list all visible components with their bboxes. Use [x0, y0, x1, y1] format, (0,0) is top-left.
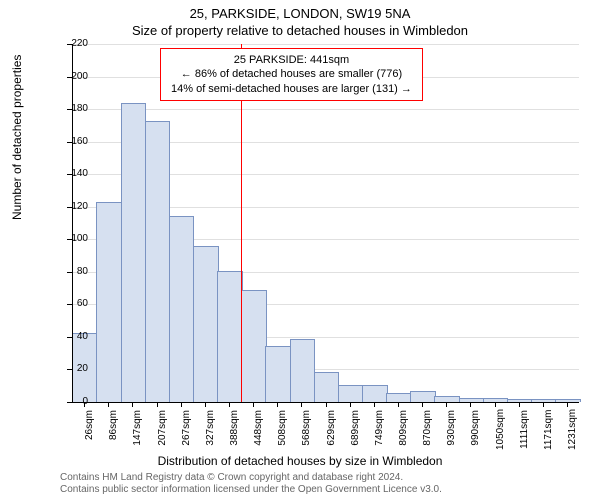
- chart-container: 25, PARKSIDE, LONDON, SW19 5NA Size of p…: [0, 0, 600, 500]
- histogram-bar: [314, 372, 340, 402]
- x-tick-label: 26sqm: [84, 410, 95, 450]
- x-tick-label: 86sqm: [108, 410, 119, 450]
- histogram-bar: [386, 393, 412, 402]
- histogram-bar: [410, 391, 436, 402]
- gridline: [72, 44, 579, 45]
- y-tick-label: 40: [60, 331, 88, 342]
- footer-line1: Contains HM Land Registry data © Crown c…: [60, 472, 442, 484]
- histogram-bar: [169, 216, 195, 403]
- histogram-bar: [217, 271, 243, 402]
- y-tick-label: 100: [60, 233, 88, 244]
- x-tick-label: 749sqm: [374, 410, 385, 450]
- histogram-bar: [290, 339, 316, 402]
- x-axis-line: [72, 402, 579, 403]
- x-tick-label: 629sqm: [326, 410, 337, 450]
- footer-attribution: Contains HM Land Registry data © Crown c…: [60, 472, 442, 496]
- x-tick-label: 1231sqm: [567, 410, 578, 450]
- histogram-bar: [96, 202, 122, 402]
- x-tick-label: 147sqm: [132, 410, 143, 450]
- y-axis-line: [72, 44, 73, 402]
- x-tick-label: 568sqm: [301, 410, 312, 450]
- footer-line2: Contains public sector information licen…: [60, 484, 442, 496]
- x-tick-label: 508sqm: [277, 410, 288, 450]
- y-tick-label: 20: [60, 363, 88, 374]
- x-tick-label: 809sqm: [398, 410, 409, 450]
- x-tick-label: 1111sqm: [519, 410, 530, 450]
- x-tick-label: 267sqm: [181, 410, 192, 450]
- y-tick-label: 200: [60, 71, 88, 82]
- x-axis-label: Distribution of detached houses by size …: [0, 454, 600, 468]
- y-tick-label: 60: [60, 298, 88, 309]
- x-tick-label: 327sqm: [205, 410, 216, 450]
- histogram-bar: [362, 385, 388, 402]
- y-tick-label: 80: [60, 266, 88, 277]
- x-tick-label: 207sqm: [157, 410, 168, 450]
- x-tick-label: 1050sqm: [495, 410, 506, 450]
- histogram-bar: [121, 103, 147, 402]
- page-title-address: 25, PARKSIDE, LONDON, SW19 5NA: [0, 0, 600, 21]
- y-tick-label: 0: [60, 396, 88, 407]
- x-tick-label: 930sqm: [446, 410, 457, 450]
- histogram-bar: [145, 121, 171, 402]
- y-axis-label: Number of detached properties: [10, 55, 24, 220]
- x-tick-label: 448sqm: [253, 410, 264, 450]
- page-title-subtitle: Size of property relative to detached ho…: [0, 21, 600, 38]
- x-tick-label: 870sqm: [422, 410, 433, 450]
- y-tick-label: 140: [60, 168, 88, 179]
- y-tick-label: 120: [60, 201, 88, 212]
- x-tick-label: 1171sqm: [543, 410, 554, 450]
- gridline: [72, 109, 579, 110]
- y-tick-label: 220: [60, 38, 88, 49]
- x-tick-label: 388sqm: [229, 410, 240, 450]
- histogram-bar: [193, 246, 219, 402]
- annotation-line1: 25 PARKSIDE: 441sqm: [171, 53, 412, 67]
- histogram-bar: [241, 290, 267, 402]
- annotation-line2: ← 86% of detached houses are smaller (77…: [171, 67, 412, 81]
- x-tick-label: 990sqm: [470, 410, 481, 450]
- y-tick-label: 160: [60, 136, 88, 147]
- x-tick-label: 689sqm: [350, 410, 361, 450]
- annotation-line3: 14% of semi-detached houses are larger (…: [171, 82, 412, 96]
- y-tick-label: 180: [60, 103, 88, 114]
- histogram-bar: [265, 346, 291, 402]
- histogram-bar: [338, 385, 364, 402]
- annotation-box: 25 PARKSIDE: 441sqm ← 86% of detached ho…: [160, 48, 423, 101]
